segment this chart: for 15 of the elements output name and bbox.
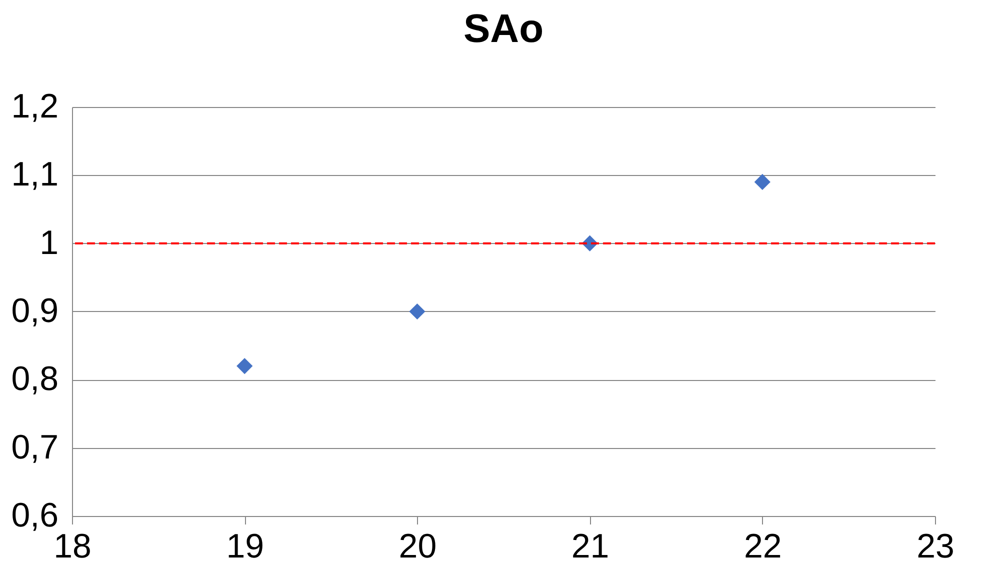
y-tick-label: 0,8: [11, 360, 58, 398]
point: [754, 174, 770, 190]
y-tick-label: 0,9: [11, 292, 58, 330]
x-tick-label: 19: [226, 528, 264, 566]
y-tick-label: 0,7: [11, 428, 58, 466]
y-tick-label: 1,2: [11, 88, 58, 126]
x-tick-label: 22: [744, 528, 782, 566]
x-tick-label: 23: [916, 528, 954, 566]
point: [236, 358, 253, 374]
y-tick-label: 1,1: [11, 156, 58, 194]
x-tick-label: 20: [398, 528, 437, 566]
y-tick-label: 1: [40, 224, 58, 262]
x-tick-label: 21: [571, 528, 610, 566]
point: [409, 303, 426, 320]
chart-title: SAo: [464, 7, 544, 51]
